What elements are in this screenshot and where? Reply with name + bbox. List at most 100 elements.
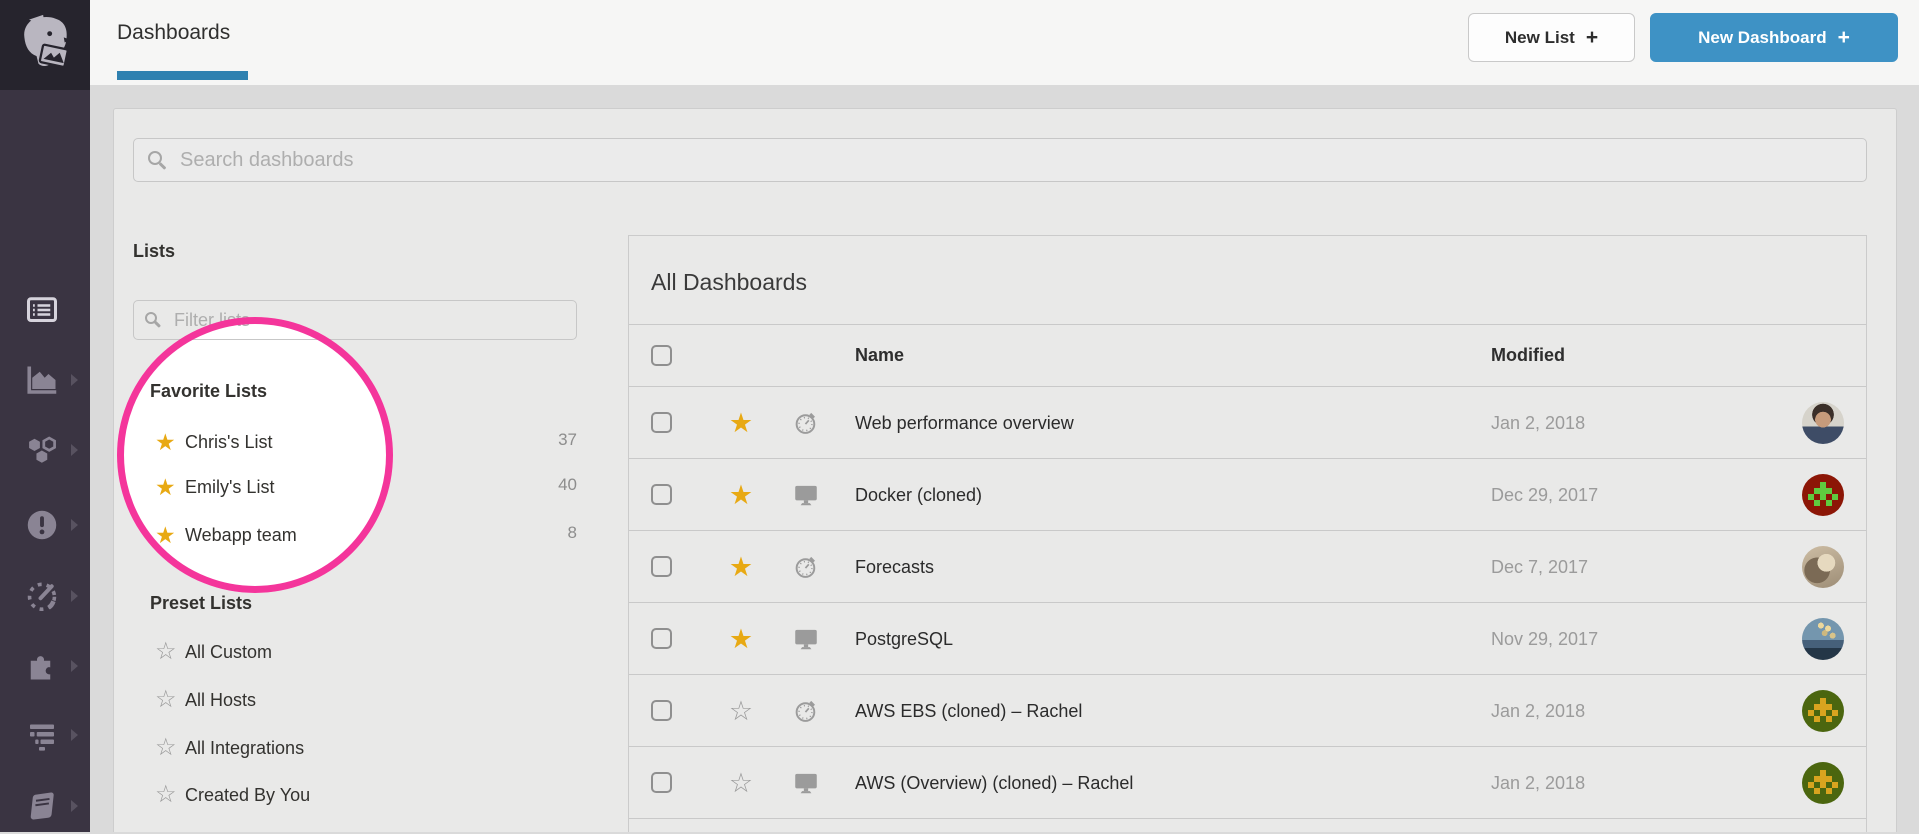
- list-item-preset[interactable]: ☆ All Custom: [155, 638, 272, 666]
- plus-icon: +: [1837, 26, 1850, 49]
- search-icon: [145, 312, 157, 324]
- list-item-label: All Hosts: [185, 690, 257, 710]
- datadog-dog-icon: [15, 13, 75, 78]
- new-list-button[interactable]: New List +: [1468, 13, 1635, 62]
- dashboard-type-icon: [792, 697, 820, 725]
- table-row: AWS EBS (cloned) – Rachel Jan 2, 2018: [629, 674, 1866, 746]
- lists-section-heading: Lists: [133, 241, 176, 261]
- list-item-count: 8: [567, 523, 577, 542]
- star-filled-icon[interactable]: ★: [155, 474, 176, 500]
- list-item-preset[interactable]: ☆ Created By You: [155, 781, 310, 809]
- modified-date: Jan 2, 2018: [1491, 701, 1586, 721]
- page-title: Dashboards: [117, 21, 231, 44]
- dashboard-name-link[interactable]: AWS EBS (cloned) – Rachel: [855, 701, 1083, 721]
- owner-avatar: [1802, 474, 1844, 516]
- new-dashboard-button[interactable]: New Dashboard +: [1650, 13, 1898, 62]
- list-item-count: 37: [558, 430, 577, 449]
- star-outline-icon[interactable]: ☆: [155, 638, 177, 665]
- row-checkbox[interactable]: [651, 556, 672, 577]
- dashboard-name-link[interactable]: Web performance overview: [855, 413, 1074, 433]
- table-row: Docker (cloned) Dec 29, 2017: [629, 458, 1866, 530]
- list-item-favorite[interactable]: ★ Chris's List: [155, 428, 272, 456]
- dashboards-table: All Dashboards Name Modified Web perform…: [628, 235, 1867, 832]
- sidebar-nav: [0, 0, 90, 832]
- sidebar-item-infrastructure[interactable]: [0, 422, 90, 478]
- new-dashboard-button-label: New Dashboard: [1698, 27, 1827, 47]
- list-item-label: Webapp team: [185, 525, 297, 545]
- main-panel: [113, 108, 1897, 832]
- sidebar-item-metrics[interactable]: [0, 352, 90, 408]
- integrations-puzzle-icon: [24, 648, 60, 684]
- search-dashboards-input[interactable]: [133, 138, 1867, 182]
- search-dashboards-field: [133, 138, 1867, 182]
- owner-avatar: [1802, 402, 1844, 444]
- submenu-arrow-icon: [71, 590, 78, 602]
- submenu-arrow-icon: [71, 444, 78, 456]
- column-header-modified[interactable]: Modified: [1491, 345, 1565, 365]
- dashboards-list-icon: [24, 292, 60, 328]
- favorite-star-icon[interactable]: [725, 387, 757, 459]
- row-checkbox[interactable]: [651, 628, 672, 649]
- column-header-name[interactable]: Name: [855, 345, 905, 365]
- favorite-star-icon[interactable]: [725, 531, 757, 603]
- submenu-arrow-icon: [71, 729, 78, 741]
- favorite-star-icon[interactable]: [725, 675, 757, 747]
- dashboard-type-icon: [792, 553, 820, 581]
- star-filled-icon[interactable]: ★: [155, 429, 176, 455]
- datadog-logo[interactable]: [0, 0, 90, 90]
- filter-lists-field: [133, 300, 577, 340]
- filter-lists-input[interactable]: [133, 300, 577, 340]
- star-outline-icon[interactable]: ☆: [155, 734, 177, 761]
- table-row: Forecasts Dec 7, 2017: [629, 530, 1866, 602]
- star-filled-icon[interactable]: ★: [155, 522, 176, 548]
- favorite-star-icon[interactable]: [725, 603, 757, 675]
- dashboard-type-icon: [792, 481, 820, 509]
- list-item-label: All Integrations: [185, 738, 305, 758]
- list-item-favorite[interactable]: ★ Webapp team: [155, 521, 297, 549]
- apm-gauge-icon: [24, 578, 60, 614]
- list-item-count: 40: [558, 475, 577, 494]
- star-outline-icon[interactable]: ☆: [155, 781, 177, 808]
- monitors-alert-icon: [24, 507, 60, 543]
- row-checkbox[interactable]: [651, 484, 672, 505]
- favorite-star-icon[interactable]: [725, 459, 757, 531]
- star-outline-icon[interactable]: ☆: [155, 686, 177, 713]
- sidebar-item-monitors[interactable]: [0, 497, 90, 553]
- dashboard-name-link[interactable]: PostgreSQL: [855, 629, 954, 649]
- search-icon: [148, 151, 162, 165]
- dashboard-name-link[interactable]: Docker (cloned): [855, 485, 983, 505]
- highlight-circle-fill: [117, 317, 393, 593]
- sidebar-item-integrations[interactable]: [0, 638, 90, 694]
- sidebar-item-notebooks[interactable]: [0, 778, 90, 834]
- sidebar-item-apm[interactable]: [0, 568, 90, 624]
- list-item-label: Created By You: [185, 785, 311, 805]
- infrastructure-hexagons-icon: [24, 432, 60, 468]
- table-row: Web performance overview Jan 2, 2018: [629, 386, 1866, 458]
- table-row-partial: [629, 818, 1866, 833]
- sidebar-item-dashboards[interactable]: [0, 282, 90, 338]
- sidebar-item-logs[interactable]: [0, 707, 90, 763]
- list-item-label: Emily's List: [185, 477, 275, 497]
- dashboard-name-link[interactable]: AWS (Overview) (cloned) – Rachel: [855, 773, 1134, 793]
- row-checkbox[interactable]: [651, 772, 672, 793]
- active-tab-underline: [117, 71, 248, 80]
- select-all-checkbox[interactable]: [651, 345, 672, 366]
- list-item-preset[interactable]: ☆ All Hosts: [155, 686, 256, 714]
- list-item-preset[interactable]: ☆ All Integrations: [155, 734, 304, 762]
- favorite-star-icon[interactable]: [725, 747, 757, 819]
- table-row: AWS (Overview) (cloned) – Rachel Jan 2, …: [629, 746, 1866, 818]
- modified-date: Dec 29, 2017: [1491, 485, 1599, 505]
- owner-avatar: [1802, 618, 1844, 660]
- list-item-favorite[interactable]: ★ Emily's List: [155, 473, 274, 501]
- submenu-arrow-icon: [71, 374, 78, 386]
- row-checkbox[interactable]: [651, 412, 672, 433]
- submenu-arrow-icon: [71, 519, 78, 531]
- dashboard-name-link[interactable]: Forecasts: [855, 557, 935, 577]
- submenu-arrow-icon: [71, 800, 78, 812]
- list-item-label: All Custom: [185, 642, 273, 662]
- owner-avatar: [1802, 546, 1844, 588]
- submenu-arrow-icon: [71, 660, 78, 672]
- modified-date: Nov 29, 2017: [1491, 629, 1599, 649]
- row-checkbox[interactable]: [651, 700, 672, 721]
- metrics-chart-icon: [24, 362, 60, 398]
